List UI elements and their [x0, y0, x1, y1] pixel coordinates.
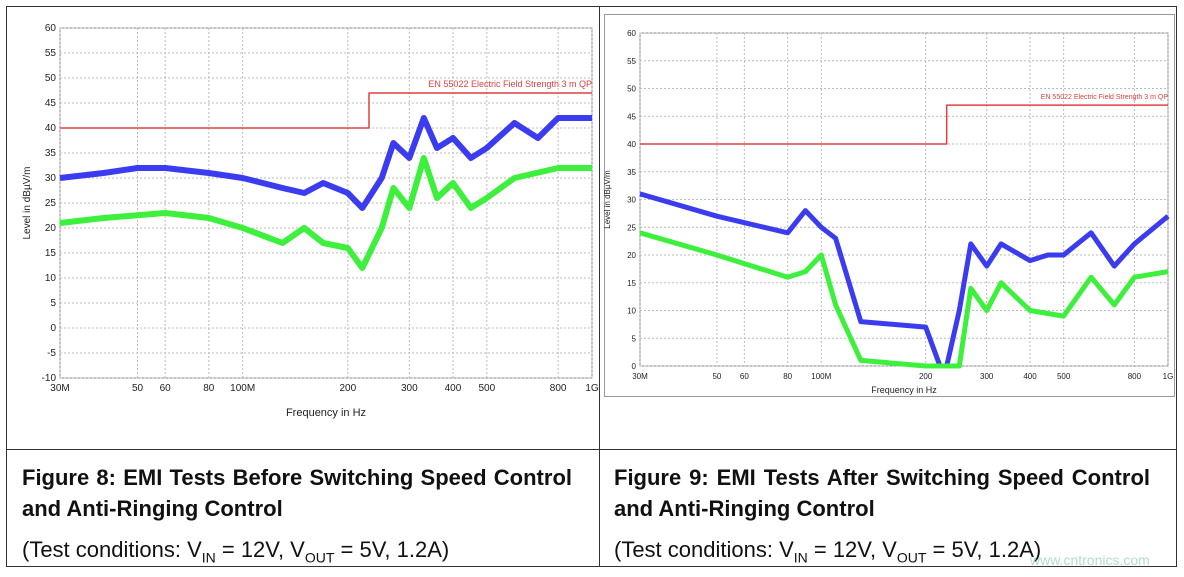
x-tick-label: 30M: [50, 383, 69, 394]
x-axis-label: Frequency in Hz: [871, 385, 937, 395]
x-tick-label: 50: [712, 372, 721, 381]
x-tick-label: 500: [478, 383, 495, 394]
x-tick-label: 100M: [230, 383, 255, 394]
x-tick-label: 200: [919, 372, 933, 381]
emission-line: [59, 155, 592, 271]
caption-conditions: (Test conditions: VIN = 12V, VOUT = 5V, …: [22, 537, 449, 565]
x-tick-label: 200: [339, 383, 356, 394]
y-tick-label: 60: [627, 29, 636, 38]
limit-label: EN 55022 Electric Field Strength 3 m QP: [1041, 94, 1169, 101]
x-tick-label: 300: [401, 383, 418, 394]
x-tick-label: 1G: [1163, 372, 1174, 381]
y-tick-label: 55: [45, 48, 57, 59]
x-tick-label: 80: [203, 383, 215, 394]
y-tick-label: 40: [627, 140, 636, 149]
y-tick-label: 20: [627, 251, 636, 260]
y-tick-label: 50: [45, 73, 57, 84]
x-tick-label: 800: [550, 383, 567, 394]
subscript: OUT: [896, 549, 927, 566]
y-tick-label: 10: [45, 273, 57, 284]
y-tick-label: 35: [45, 148, 57, 159]
caption: Figure 9: EMI Tests After Switching Spee…: [614, 462, 1150, 524]
y-tick-label: 5: [50, 298, 56, 309]
x-tick-label: 80: [783, 372, 792, 381]
y-tick-label: 35: [627, 168, 636, 177]
limit-line: [640, 104, 1168, 145]
y-tick-label: 30: [627, 196, 636, 205]
x-axis-label: Frequency in Hz: [286, 407, 366, 419]
x-tick-label: 800: [1128, 372, 1142, 381]
y-tick-label: 60: [45, 23, 57, 34]
emission-line: [639, 191, 1170, 369]
emission-line: [639, 230, 1169, 369]
y-tick-label: 25: [45, 198, 57, 209]
x-tick-label: 100M: [811, 372, 831, 381]
y-tick-label: -5: [47, 348, 56, 359]
y-tick-label: 55: [627, 57, 636, 66]
x-tick-label: 60: [740, 372, 749, 381]
limit-label: EN 55022 Electric Field Strength 3 m QP: [428, 79, 592, 89]
image-border: [604, 14, 1175, 397]
x-tick-label: 1G: [585, 383, 599, 394]
subscript: OUT: [304, 549, 335, 566]
caption-title: Figure 8: EMI Tests Before Switching Spe…: [22, 465, 572, 521]
y-tick-label: 5: [632, 334, 637, 343]
text: = 12V, V: [807, 537, 897, 562]
text: (Test conditions: V: [22, 537, 202, 562]
emission-line: [59, 115, 592, 211]
x-tick-label: 30M: [632, 372, 648, 381]
y-tick-label: 0: [632, 362, 637, 371]
y-tick-label: 45: [45, 98, 57, 109]
y-tick-label: 30: [45, 173, 57, 184]
subscript: IN: [201, 549, 216, 566]
y-tick-label: 25: [627, 223, 636, 232]
y-tick-label: 20: [45, 223, 57, 234]
limit-line: [60, 92, 592, 129]
x-tick-label: 60: [160, 383, 172, 394]
caption-title: Figure 9: EMI Tests After Switching Spee…: [614, 465, 1150, 521]
y-tick-label: 40: [45, 123, 57, 134]
y-axis-label: Level in dBµV/m: [603, 170, 612, 229]
text: (Test conditions: V: [614, 537, 794, 562]
x-tick-label: 500: [1057, 372, 1071, 381]
x-tick-label: 300: [980, 372, 994, 381]
x-tick-label: 400: [1023, 372, 1037, 381]
x-tick-label: 400: [445, 383, 462, 394]
y-tick-label: 15: [627, 279, 636, 288]
y-tick-label: 0: [50, 323, 56, 334]
y-tick-label: 50: [627, 85, 636, 94]
y-tick-label: 10: [627, 307, 636, 316]
text: = 5V, 1.2A): [334, 537, 450, 562]
subscript: IN: [793, 549, 808, 566]
y-tick-label: -10: [42, 373, 57, 384]
table-border: [6, 6, 1177, 567]
caption-conditions: (Test conditions: VIN = 12V, VOUT = 5V, …: [614, 537, 1041, 565]
y-axis-label: Level in dBµV/m: [22, 166, 33, 239]
y-tick-label: 45: [627, 112, 636, 121]
y-tick-label: 15: [45, 248, 57, 259]
caption: Figure 8: EMI Tests Before Switching Spe…: [22, 462, 572, 524]
x-tick-label: 50: [132, 383, 144, 394]
watermark: www.cntronics.com: [1030, 552, 1150, 568]
text: = 12V, V: [215, 537, 305, 562]
text: = 5V, 1.2A): [926, 537, 1042, 562]
